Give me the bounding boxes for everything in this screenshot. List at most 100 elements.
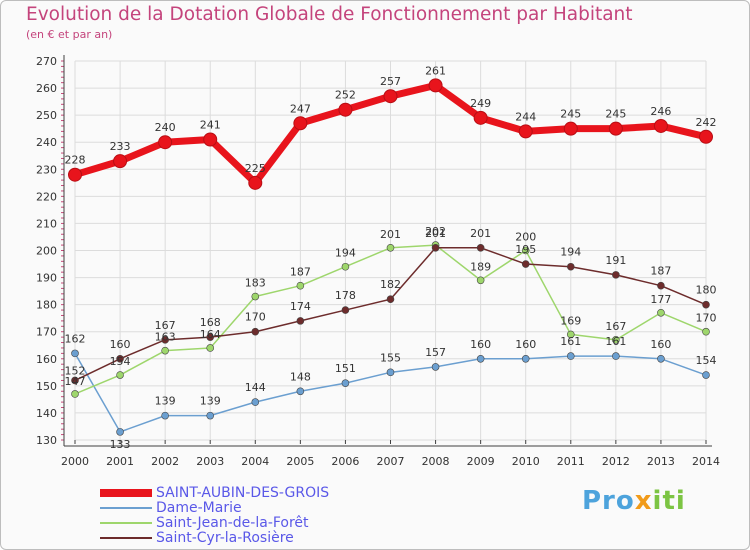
data-point [476,354,485,363]
legend-label: Saint-Jean-de-la-Forêt [156,515,309,531]
data-label: 154 [696,354,717,367]
x-tick-label: 2009 [467,455,495,468]
data-label: 245 [605,108,626,121]
data-label: 147 [65,375,86,388]
axes: 130 140 150 160 170 180 190 200 210 220 230 240 250 2… [36,55,720,468]
x-tick-label: 2005 [286,455,314,468]
data-point [386,368,395,377]
data-label: 241 [200,119,221,132]
data-point [431,243,440,252]
data-point [473,110,488,125]
chart-title: Evolution de la Dotation Globale de Fonc… [26,4,633,25]
data-point [248,175,263,190]
y-tick-label: 150 [36,380,57,393]
logo-part: iti [652,486,686,516]
data-label: 183 [245,277,266,290]
data-point [386,243,395,252]
data-point [702,327,710,336]
data-point [612,352,620,360]
data-point [702,300,710,309]
x-tick-label: 2011 [557,455,585,468]
legend-swatch [100,522,152,524]
data-label: 249 [470,97,491,110]
data-label: 247 [290,102,311,115]
x-tick-label: 2003 [196,455,224,468]
data-label: 160 [650,338,671,351]
data-point [612,336,620,344]
data-label: 170 [245,311,266,324]
data-label: 151 [335,362,356,375]
data-point [293,116,308,131]
data-point [251,398,260,406]
y-tick-label: 160 [36,353,57,366]
data-point [521,260,530,268]
data-label: 168 [200,316,221,329]
data-point [657,354,665,363]
x-tick-label: 2000 [61,455,89,468]
data-point [341,262,350,271]
data-label: 187 [290,266,311,279]
x-tick-label: 2010 [512,455,540,468]
data-point [338,102,353,117]
data-label: 187 [650,265,671,278]
data-point [161,346,169,355]
data-point [521,354,530,363]
y-tick-label: 220 [36,190,57,203]
data-label: 233 [110,140,131,153]
data-point [251,292,260,301]
data-point [612,271,620,279]
data-label: 148 [290,370,311,383]
data-point [428,78,443,93]
data-point [657,308,665,317]
data-labels: 228 233 240 241 225 247 252 257 261 249 244 245 245 2… [65,64,717,451]
data-point [206,411,215,420]
data-label: 252 [335,89,356,102]
data-point [521,246,530,255]
data-label: 261 [425,64,446,77]
data-label: 194 [560,246,581,259]
data-label: 152 [65,364,86,377]
data-label: 160 [110,338,131,351]
data-label: 160 [515,338,536,351]
data-label: 157 [425,346,446,359]
y-tick-label: 270 [36,55,57,68]
data-label: 182 [380,278,401,291]
chart-subtitle: (en € et par an) [26,28,113,41]
data-point [113,154,128,169]
data-label: 225 [245,162,266,175]
y-tick-label: 240 [36,136,57,149]
legend-label: SAINT-AUBIN-DES-GROIS [156,485,330,501]
data-point [341,306,350,314]
data-label: 170 [696,312,717,325]
data-point [386,295,395,304]
x-tick-label: 2002 [151,455,179,468]
y-tick-label: 190 [36,272,57,285]
data-point [566,352,575,360]
legend-item-dame-marie: Dame-Marie [100,501,242,515]
data-point [161,336,169,344]
data-label: 180 [696,284,717,297]
data-point [476,276,485,285]
data-label: 174 [290,300,311,313]
data-point [71,376,79,385]
data-point [251,327,260,336]
data-point [161,411,169,420]
x-tick-label: 2001 [106,455,134,468]
data-point [116,371,124,379]
data-point [657,281,665,290]
legend-label: Saint-Cyr-la-Rosière [156,530,294,546]
data-label: 189 [470,260,491,273]
data-point [158,135,173,150]
y-tick-label: 260 [36,82,57,95]
x-tick-label: 2004 [241,455,269,468]
data-point [203,132,218,147]
data-point [68,167,82,182]
data-label: 201 [380,228,401,241]
data-label: 246 [650,105,671,118]
legend-item-saint-jean: Saint-Jean-de-la-Forêt [100,516,309,530]
logo-part: x [634,486,653,516]
data-point [702,371,710,379]
data-label: 161 [560,335,581,348]
